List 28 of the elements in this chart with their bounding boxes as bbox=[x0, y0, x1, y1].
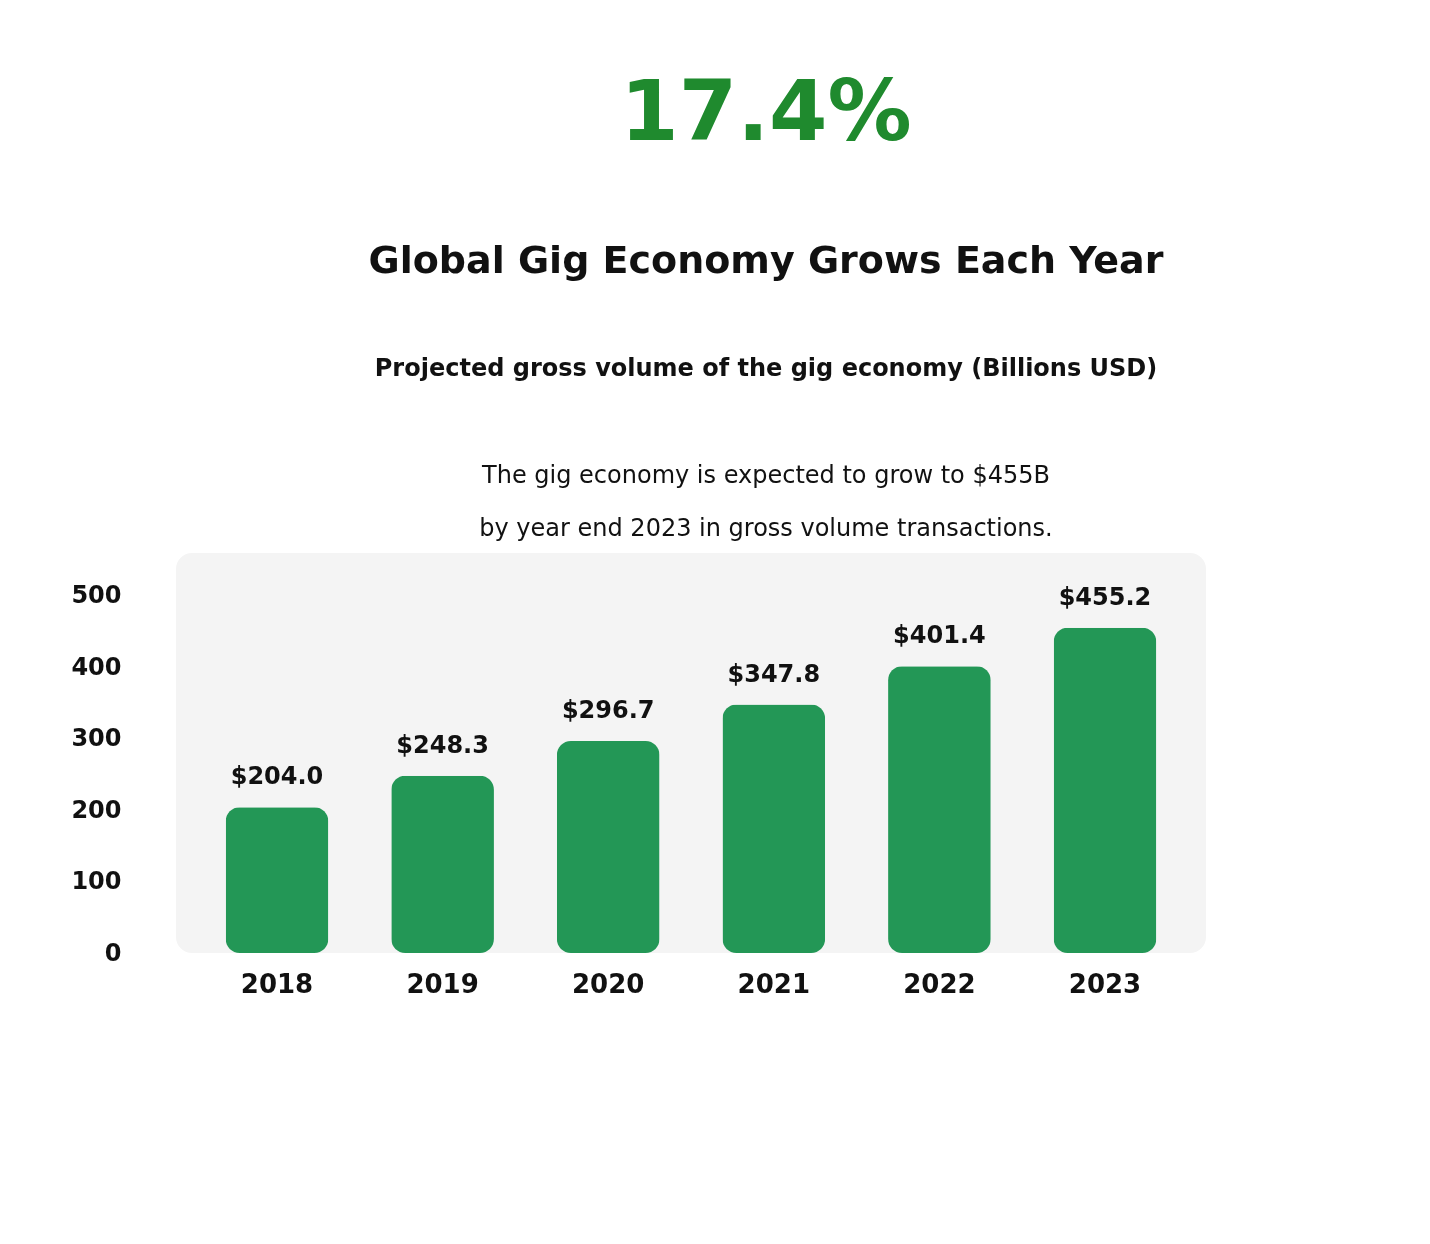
x-tick-label: 2019 bbox=[406, 968, 479, 999]
data-label: $204.0 bbox=[230, 762, 324, 791]
x-tick-label: 2023 bbox=[1068, 968, 1142, 999]
data-label: $347.8 bbox=[727, 659, 821, 688]
x-tick-label: 2020 bbox=[572, 968, 645, 999]
bar bbox=[225, 807, 329, 953]
chart-title: Global Gig Economy Grows Each Year bbox=[368, 238, 1164, 282]
y-tick-label: 200 bbox=[71, 795, 122, 824]
y-tick-label: 300 bbox=[71, 724, 122, 753]
y-tick-label: 400 bbox=[71, 652, 122, 681]
x-tick-label: 2018 bbox=[240, 968, 314, 999]
text: 17.4% bbox=[620, 62, 912, 160]
bar bbox=[722, 704, 826, 953]
y-tick-label: 500 bbox=[71, 581, 122, 610]
data-label: $455.2 bbox=[1058, 582, 1152, 611]
data-label: $401.4 bbox=[893, 621, 986, 650]
chart-subtitle: Projected gross volume of the gig economy (Billions USD) bbox=[374, 354, 1158, 382]
bar bbox=[391, 775, 494, 953]
bar bbox=[888, 666, 991, 953]
text: The gig economy is expected to grow to $455B by year end 2023 in gross volume transactions. bbox=[479, 461, 1053, 542]
bar bbox=[1053, 627, 1157, 953]
x-tick-label: 2021 bbox=[737, 968, 810, 999]
data-label: $248.3 bbox=[396, 730, 489, 759]
y-tick-label: 100 bbox=[71, 867, 122, 896]
data-label: $296.7 bbox=[561, 696, 655, 725]
x-tick-label: 2022 bbox=[903, 968, 976, 999]
y-tick-label: 0 bbox=[104, 938, 122, 967]
bar bbox=[556, 741, 660, 953]
